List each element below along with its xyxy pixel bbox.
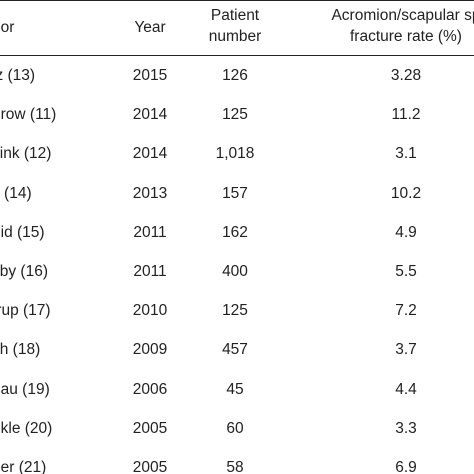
cell-fracture-rate: 4.4 [395, 381, 417, 398]
cell-year: 2006 [132, 381, 168, 398]
cell-author: brow (11) [0, 106, 57, 123]
header-patient-line1: Patient [210, 7, 260, 24]
cell-patient-number: 125 [222, 302, 248, 319]
cell-patient-number: 45 [226, 381, 244, 398]
cell-fracture-rate: 10.2 [390, 185, 422, 202]
cell-author: nid (15) [0, 224, 45, 241]
cell-year: 2014 [132, 145, 168, 162]
cell-fracture-rate: 5.5 [395, 263, 417, 280]
cell-year: 2011 [133, 263, 167, 280]
header-year: Year [134, 19, 166, 36]
cell-year: 2013 [132, 185, 168, 202]
cell-patient-number: 457 [222, 341, 248, 358]
cell-author: iz (13) [0, 67, 36, 84]
cell-fracture-rate: 3.7 [395, 341, 417, 358]
cell-fracture-rate: 3.3 [395, 420, 417, 437]
cell-patient-number: 1,018 [215, 145, 255, 162]
cell-year: 2009 [132, 341, 168, 358]
cell-patient-number: 157 [222, 185, 248, 202]
cell-year: 2014 [132, 106, 168, 123]
cell-author: y (14) [0, 185, 32, 202]
cell-fracture-rate: 7.2 [395, 302, 417, 319]
header-author: hor [0, 19, 15, 36]
cell-author: sby (16) [0, 263, 48, 280]
header-patient-number: Patient number [190, 5, 280, 47]
cell-patient-number: 58 [226, 459, 244, 474]
header-patient-line2: number [208, 28, 262, 45]
cell-year: 2015 [132, 67, 168, 84]
cell-year: 2011 [133, 224, 167, 241]
cell-patient-number: 125 [222, 106, 248, 123]
cell-patient-number: 400 [222, 263, 248, 280]
cell-fracture-rate: 6.9 [395, 459, 417, 474]
table-top-rule [0, 0, 474, 1]
header-rate-line2: fracture rate (%) [350, 28, 462, 45]
header-rate-line1: Acromion/scapular sp [331, 7, 474, 24]
cell-patient-number: 60 [226, 420, 244, 437]
cell-author: sink (12) [0, 145, 52, 162]
cell-author: trup (17) [0, 302, 51, 319]
cell-patient-number: 162 [222, 224, 248, 241]
cell-fracture-rate: 3.1 [395, 145, 417, 162]
cell-fracture-rate: 3.28 [390, 67, 422, 84]
cell-author: eau (19) [0, 381, 50, 398]
cell-author: nkle (20) [0, 420, 53, 437]
cell-fracture-rate: 4.9 [395, 224, 417, 241]
cell-year: 2010 [132, 302, 168, 319]
cell-year: 2005 [132, 420, 168, 437]
header-fracture-rate: Acromion/scapular sp fracture rate (%) [286, 5, 474, 47]
cell-author: ner (21) [0, 459, 47, 474]
cell-author: ch (18) [0, 341, 41, 358]
header-rule [0, 55, 474, 56]
cell-patient-number: 126 [222, 67, 248, 84]
cell-fracture-rate: 11.2 [391, 106, 421, 123]
cell-year: 2005 [132, 459, 168, 474]
